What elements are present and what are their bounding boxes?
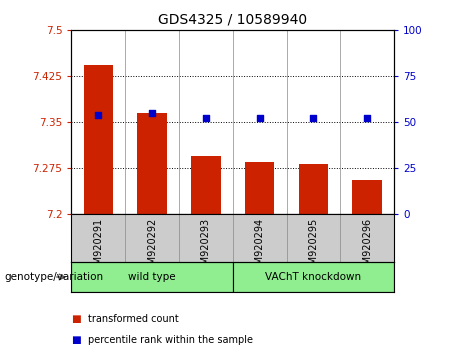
Text: percentile rank within the sample: percentile rank within the sample [88,335,253,345]
Text: transformed count: transformed count [88,314,178,324]
Point [148,110,156,116]
Bar [83,65,113,214]
Point [364,116,371,121]
Text: GSM920295: GSM920295 [308,218,319,277]
Text: ■: ■ [71,314,81,324]
Point [256,116,263,121]
Bar [353,181,382,214]
Bar [137,113,167,214]
Bar [299,164,328,214]
Text: genotype/variation: genotype/variation [5,272,104,282]
Bar [191,156,221,214]
Bar [233,262,394,292]
Text: wild type: wild type [128,272,176,282]
Text: GSM920296: GSM920296 [362,218,372,277]
Bar [71,262,233,292]
Text: VAChT knockdown: VAChT knockdown [266,272,361,282]
Text: GSM920291: GSM920291 [93,218,103,277]
Text: GSM920292: GSM920292 [147,218,157,277]
Point [95,112,102,118]
Point [310,116,317,121]
Bar [245,162,274,214]
Title: GDS4325 / 10589940: GDS4325 / 10589940 [158,12,307,26]
Text: ■: ■ [71,335,81,345]
Text: GSM920293: GSM920293 [201,218,211,277]
Point [202,116,210,121]
Text: GSM920294: GSM920294 [254,218,265,277]
